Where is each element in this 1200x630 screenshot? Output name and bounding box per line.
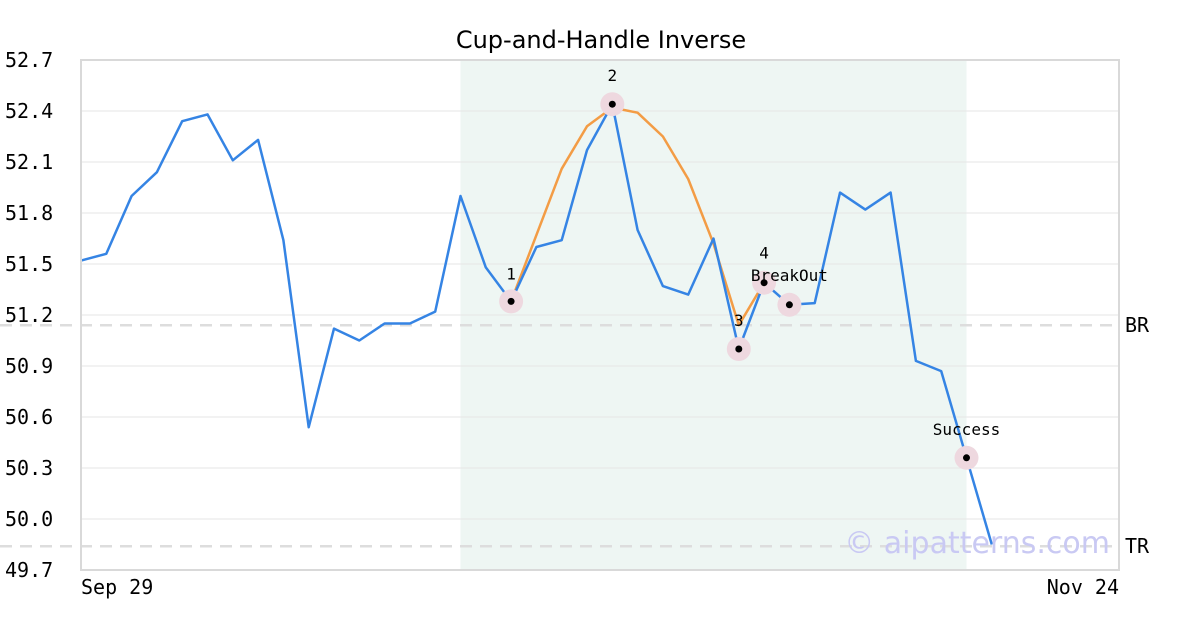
y-tick-label: 50.6 [5,405,53,429]
annotation-label-3: 3 [734,311,744,330]
y-tick-label: 49.7 [5,558,53,582]
y-tick-label: 50.3 [5,456,53,480]
series-layer [80,102,993,545]
annotation-label-breakout: BreakOut [751,266,828,285]
pattern-point-marker [785,301,793,309]
labels-layer: 52.7 52.4 52.1 51.8 51.5 51.2 50.9 50.6 50.3 50.0… [5,48,1150,582]
pattern-point-marker [608,100,616,108]
price-line [80,102,993,545]
markers-layer [499,92,979,470]
watermark: © aipatterns.com [844,526,1110,561]
y-tick-label: 51.2 [5,303,53,327]
annotation-label-2: 2 [607,66,617,85]
y-tick-label: 51.8 [5,201,53,225]
level-label-br: BR [1125,313,1150,337]
annotation-label-1: 1 [506,264,516,283]
pattern-point-marker [963,454,970,462]
y-tick-label: 52.1 [5,150,53,174]
annotation-label-success: Success [933,420,1000,439]
y-tick-label: 50.0 [5,507,53,531]
y-tick-label: 50.9 [5,354,53,378]
x-tick-label-start: Sep 29 [81,575,153,599]
pattern-point-marker [507,297,515,305]
y-tick-label: 51.5 [5,252,53,276]
y-tick-label: 52.7 [5,48,53,72]
x-tick-label-end: Nov 24 [1047,575,1119,599]
pattern-point-marker [735,345,743,353]
plot-frame [80,59,1120,571]
level-lines-layer [0,323,1120,548]
y-tick-label: 52.4 [5,99,53,123]
level-label-tr: TR [1125,534,1150,558]
annotation-label-4: 4 [759,244,769,263]
pattern-point-marker [760,279,768,287]
chart-title: Cup-and-Handle Inverse [456,26,746,54]
